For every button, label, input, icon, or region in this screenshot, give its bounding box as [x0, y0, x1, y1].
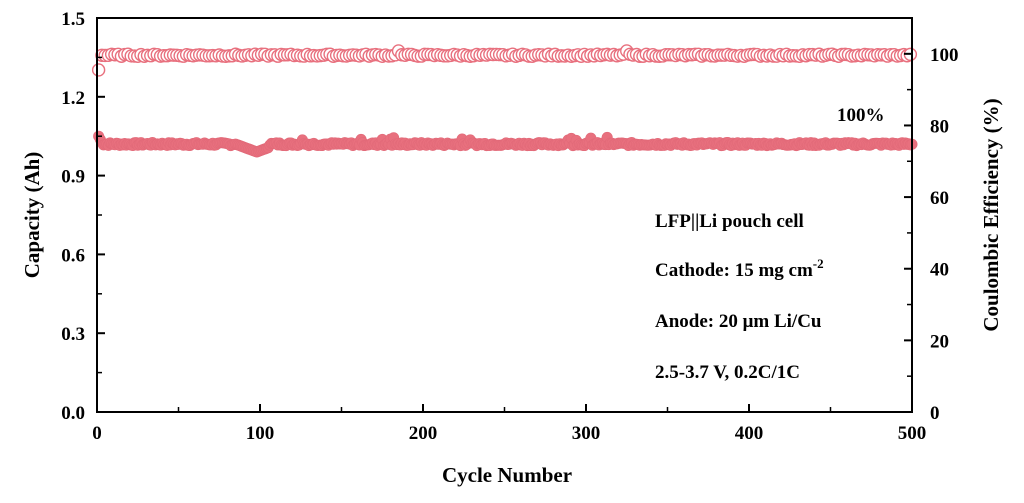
y-right-tick-label: 60: [930, 188, 949, 209]
axes: 0 100 200 300 400 500 0.0 0.3 0.6 0.9 1.2 1.5 0 20 40 6…: [61, 9, 958, 444]
x-tick-label: 200: [409, 423, 438, 444]
y-right-tick-label: 80: [930, 116, 949, 137]
y-right-axis-title: Coulombic Efficiency (%): [979, 98, 1003, 331]
x-tick-label: 300: [572, 423, 601, 444]
y-left-tick-label: 0.9: [61, 167, 85, 188]
y-left-tick-label: 0.0: [61, 403, 85, 424]
y-right-tick-label: 20: [930, 331, 949, 352]
cell-annotation: LFP||Li pouch cell: [655, 211, 804, 232]
y-left-tick-label: 1.2: [61, 88, 85, 109]
y-left-tick-label: 0.6: [61, 245, 85, 266]
x-tick-label: 400: [735, 423, 764, 444]
labels: Cycle Number Capacity (Ah) Coulombic Eff…: [20, 98, 1003, 487]
y-left-tick-label: 1.5: [61, 9, 85, 30]
cathode-annotation: Cathode: 15 mg cm-2: [655, 256, 824, 281]
y-right-tick-label: 0: [930, 403, 940, 424]
conditions-annotation: 2.5-3.7 V, 0.2C/1C: [655, 362, 800, 383]
y-right-tick-label: 40: [930, 260, 949, 281]
x-axis-title: Cycle Number: [442, 463, 572, 487]
y-right-tick-label: 100: [930, 45, 959, 66]
x-tick-label: 100: [246, 423, 275, 444]
y-left-tick-label: 0.3: [61, 324, 85, 345]
x-tick-label: 0: [92, 423, 102, 444]
coulombic-efficiency-point: [91, 63, 106, 77]
x-tick-label: 500: [898, 423, 927, 444]
series-capacity: [93, 130, 918, 158]
series-coulombic-efficiency: [91, 44, 918, 77]
cathode-annotation-sup: -2: [813, 256, 824, 271]
y-left-axis-title: Capacity (Ah): [20, 152, 44, 279]
data-marks: [91, 44, 918, 158]
cathode-annotation-text: Cathode: 15 mg cm: [655, 260, 813, 281]
retention-annotation: 100%: [837, 105, 885, 126]
anode-annotation: Anode: 20 μm Li/Cu: [655, 311, 822, 332]
